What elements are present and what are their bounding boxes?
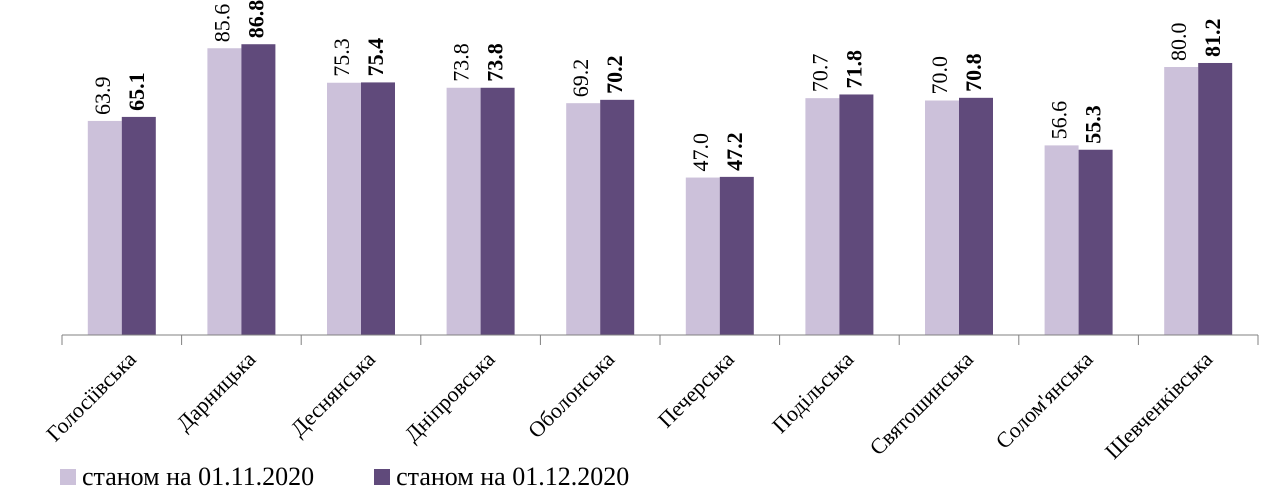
data-label-series-1-7: 70.7: [807, 54, 832, 93]
legend-swatch-series-1: [60, 469, 76, 485]
legend-item-series-2: станом на 01.12.2020: [374, 462, 629, 492]
bar-series-2-7: [839, 94, 874, 335]
data-label-series-1-1: 63.9: [90, 76, 115, 115]
x-axis-ticks: [61, 335, 1259, 345]
data-label-series-2-8: 70.8: [961, 53, 986, 92]
bar-series-2-4: [480, 87, 515, 336]
category-label-9: Солом'янська: [990, 346, 1097, 453]
bar-series-1-5: [566, 103, 601, 336]
data-label-series-1-9: 56.6: [1047, 101, 1072, 140]
bar-series-2-9: [1078, 149, 1113, 335]
data-label-series-1-2: 85.6: [209, 4, 234, 43]
bar-series-2-5: [600, 99, 635, 335]
bar-series-1-3: [327, 82, 361, 336]
category-label-6: Печерська: [653, 346, 739, 432]
bar-series-1-8: [925, 100, 959, 335]
data-label-series-2-9: 55.3: [1081, 105, 1106, 144]
bar-series-1-1: [87, 120, 122, 335]
legend-label-series-2: станом на 01.12.2020: [396, 462, 630, 491]
bar-series-2-1: [121, 116, 156, 335]
legend-swatch-series-2: [374, 469, 391, 485]
data-label-series-1-3: 75.3: [329, 38, 354, 77]
data-label-series-2-2: 86.8: [243, 0, 268, 38]
bar-series-1-7: [805, 98, 840, 335]
data-label-series-1-6: 47.0: [688, 133, 713, 172]
category-label-4: Дніпровська: [399, 346, 499, 446]
bar-series-1-4: [446, 87, 481, 336]
data-label-series-1-4: 73.8: [449, 43, 474, 82]
bar-series-2-3: [361, 82, 395, 335]
category-labels-group: Голосіївська Дарницька Деснянська Дніпровсь…: [41, 346, 1217, 464]
category-label-3: Деснянська: [285, 346, 380, 441]
data-label-series-1-5: 69.2: [568, 59, 593, 98]
category-label-2: Дарницька: [171, 346, 260, 435]
legend-item-series-1: станом на 01.11.2020: [60, 462, 314, 492]
category-label-10: Шевченківська: [1100, 346, 1218, 464]
data-labels-group: 63.9 65.1 85.6 86.8 75.3 75.4 73.8 73.8 69.2 70.2…: [90, 0, 1225, 172]
data-label-series-2-6: 47.2: [722, 132, 747, 171]
data-label-series-1-8: 70.0: [927, 56, 952, 95]
bar-series-2-8: [959, 97, 993, 335]
data-label-series-2-10: 81.2: [1200, 18, 1225, 57]
bars-group: [87, 44, 1233, 336]
bar-series-2-2: [241, 44, 276, 335]
bar-series-1-9: [1044, 145, 1079, 335]
data-label-series-2-4: 73.8: [483, 43, 508, 81]
data-label-series-2-5: 70.2: [602, 55, 627, 94]
category-label-1: Голосіївська: [41, 346, 141, 446]
legend: станом на 01.11.2020 станом на 01.12.202…: [60, 462, 629, 492]
bar-series-1-10: [1164, 67, 1199, 335]
bar-series-1-6: [685, 177, 720, 335]
category-label-5: Оболонська: [523, 346, 620, 443]
category-label-7: Подільська: [767, 346, 859, 438]
bar-series-2-6: [719, 176, 754, 335]
data-label-series-2-7: 71.8: [841, 50, 866, 89]
bar-series-2-10: [1198, 62, 1233, 335]
category-label-8: Святошинська: [865, 346, 979, 460]
bar-series-1-2: [207, 48, 242, 336]
data-label-series-2-1: 65.1: [124, 72, 149, 111]
data-label-series-1-10: 80.0: [1166, 23, 1191, 62]
data-label-series-2-3: 75.4: [363, 38, 388, 77]
legend-label-series-1: станом на 01.11.2020: [82, 462, 315, 491]
